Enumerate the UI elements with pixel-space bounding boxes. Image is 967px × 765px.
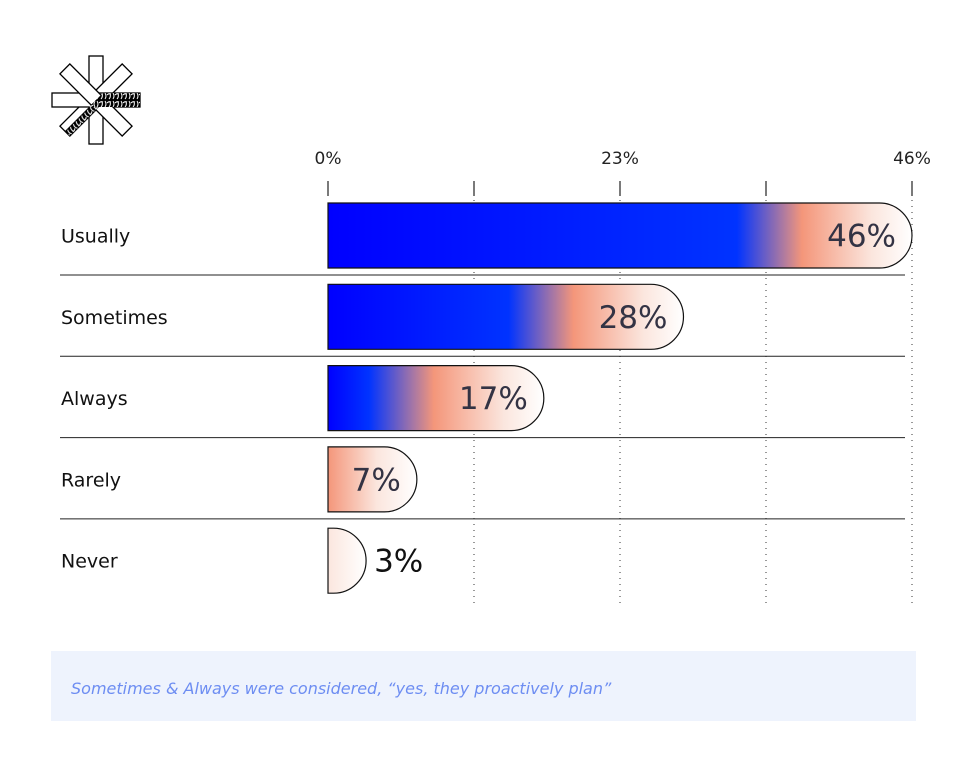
- bar: [327, 283, 685, 350]
- x-tick-label: 46%: [893, 149, 931, 169]
- footnote-box: Sometimes & Always were considered, “yes…: [51, 651, 916, 721]
- category-label: Always: [61, 388, 128, 410]
- category-label: Never: [61, 551, 118, 573]
- x-tick-label: 23%: [601, 149, 639, 169]
- value-label: 3%: [374, 544, 423, 580]
- bar-chart: 0% 23% 46% Usually 46% Sometimes 28% Always 17%…: [51, 55, 931, 605]
- value-label: 17%: [459, 381, 528, 417]
- asterisk-logo-icon: [51, 55, 141, 145]
- bar: [327, 365, 545, 432]
- value-label: 46%: [827, 219, 896, 255]
- footnote-text: Sometimes & Always were considered, “yes…: [71, 679, 612, 698]
- category-label: Rarely: [61, 469, 121, 491]
- value-label: 28%: [599, 300, 668, 336]
- category-label: Usually: [61, 226, 130, 248]
- category-label: Sometimes: [61, 307, 168, 329]
- bar: [327, 527, 367, 594]
- bar: [327, 446, 418, 513]
- bar: [327, 202, 913, 269]
- value-label: 7%: [352, 462, 401, 498]
- x-tick-label: 0%: [315, 149, 342, 169]
